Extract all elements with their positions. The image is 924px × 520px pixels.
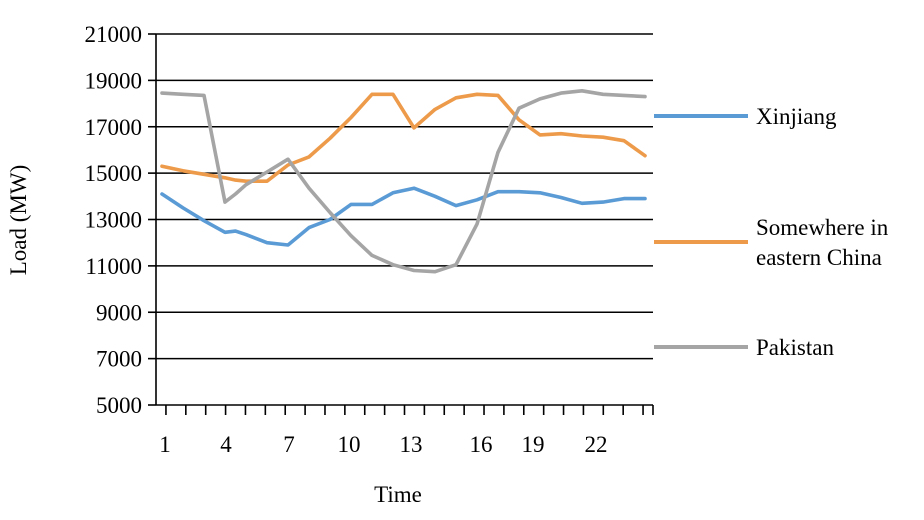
y-tick-label-2: 9000 (96, 300, 142, 325)
y-tick-label-3: 11000 (85, 254, 142, 279)
x-tick-labels: 1 4 7 10 13 16 19 22 (159, 432, 607, 457)
axes (155, 34, 654, 415)
y-tick-labels: 5000 7000 9000 11000 13000 15000 17000 19000 210… (85, 22, 143, 418)
y-tick-label-7: 19000 (85, 68, 143, 93)
x-tick-label-0: 1 (159, 432, 171, 457)
series-lines (160, 89, 647, 274)
y-tick-label-8: 21000 (85, 22, 143, 47)
x-tick-label-4: 13 (400, 432, 423, 457)
x-tick-label-3: 10 (338, 432, 361, 457)
x-tick-label-7: 22 (585, 432, 608, 457)
x-axis-title: Time (374, 482, 422, 507)
x-tick-label-6: 19 (522, 432, 545, 457)
y-tick-label-1: 7000 (96, 347, 142, 372)
y-tick-label-6: 17000 (85, 115, 143, 140)
x-tick-label-5: 16 (470, 432, 493, 457)
legend-label-1: Somewhere in eastern China (756, 215, 889, 270)
y-axis-title: Load (MW) (6, 165, 31, 276)
legend-label-0: Xinjiang (756, 104, 837, 129)
x-tick-label-1: 4 (220, 432, 232, 457)
y-tick-label-5: 15000 (85, 161, 143, 186)
legend-label-2: Pakistan (756, 335, 834, 360)
series-line-2 (160, 89, 647, 274)
legend: Xinjiang Somewhere in eastern China Pakista… (654, 104, 889, 360)
y-tick-label-0: 5000 (96, 393, 142, 418)
x-tick-label-2: 7 (283, 432, 295, 457)
gridlines (148, 33, 653, 406)
series-line-1 (160, 92, 647, 183)
series-line-0 (160, 186, 647, 247)
y-tick-label-4: 13000 (85, 208, 143, 233)
